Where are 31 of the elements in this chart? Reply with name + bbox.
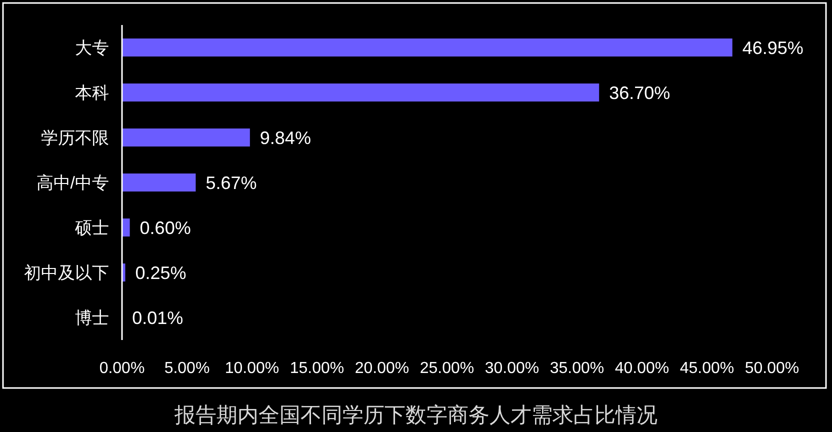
x-tick-label: 35.00% [550, 360, 604, 377]
data-label: 0.01% [132, 308, 184, 328]
data-label: 36.70% [609, 83, 670, 103]
y-tick-label: 硕士 [74, 218, 109, 238]
y-tick-label: 博士 [75, 308, 109, 328]
y-tick-label: 高中/中专 [36, 174, 109, 192]
data-label: 9.84% [260, 128, 311, 148]
bar [122, 128, 250, 146]
bar [122, 84, 600, 102]
x-tick-label: 10.00% [224, 360, 280, 377]
bar [122, 218, 130, 236]
x-tick-label: 20.00% [354, 360, 410, 377]
x-tick-label: 40.00% [614, 360, 670, 377]
x-tick-label: 5.00% [164, 360, 210, 377]
x-tick-label: 30.00% [484, 360, 540, 377]
bar [122, 38, 732, 56]
x-tick-label: 0.00% [99, 360, 145, 377]
bar [122, 174, 196, 192]
x-tick-label: 15.00% [290, 360, 344, 377]
x-tick-label: 45.00% [680, 360, 734, 377]
text: 报告期内全国不同学历下数字商务人才需求占比情况 [174, 404, 658, 427]
data-label: 0.25% [135, 263, 186, 283]
x-tick-label: 25.00% [420, 360, 474, 377]
data-label: 0.60% [140, 218, 191, 238]
data-label: 46.95% [742, 38, 804, 58]
y-tick-label: 本科 [75, 84, 109, 102]
data-label: 5.67% [206, 173, 257, 193]
y-tick-label: 大专 [75, 38, 109, 58]
y-tick-label: 学历不限 [41, 128, 109, 148]
y-tick-label: 初中及以下 [24, 264, 109, 282]
x-tick-label: 50.00% [744, 360, 800, 377]
